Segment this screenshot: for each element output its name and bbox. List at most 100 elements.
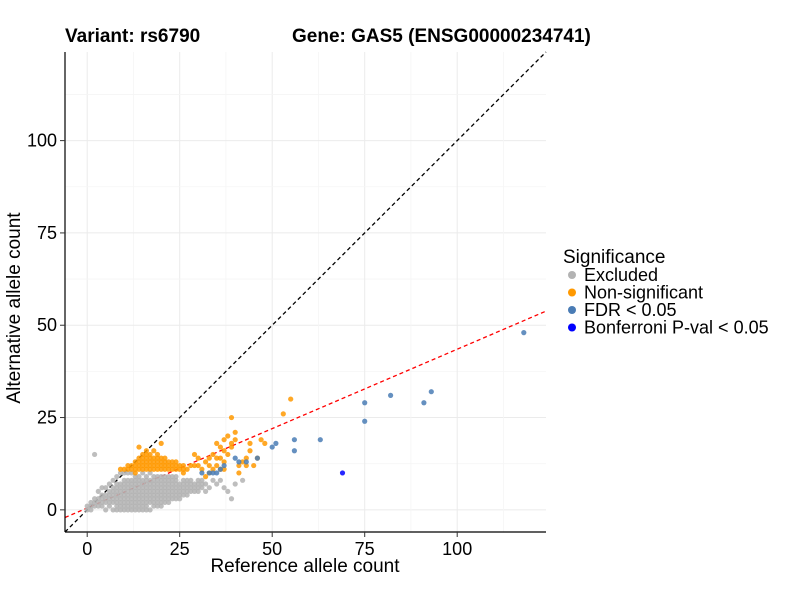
point-excluded bbox=[106, 481, 112, 487]
point-excluded bbox=[147, 485, 153, 491]
point-excluded bbox=[154, 503, 161, 509]
point-non-significant bbox=[143, 459, 149, 465]
point-excluded bbox=[143, 488, 149, 494]
point-fdr-0-05 bbox=[388, 392, 394, 398]
y-tick-label: 0 bbox=[47, 500, 57, 520]
point-excluded bbox=[140, 499, 146, 506]
point-excluded bbox=[151, 477, 157, 483]
x-axis-title: Reference allele count bbox=[210, 556, 400, 577]
point-excluded bbox=[158, 474, 164, 480]
point-excluded bbox=[143, 481, 149, 487]
point-excluded bbox=[195, 477, 201, 483]
point-excluded bbox=[147, 470, 153, 476]
point-non-significant bbox=[121, 466, 127, 472]
point-excluded bbox=[162, 499, 168, 506]
point-excluded bbox=[214, 481, 220, 487]
point-excluded bbox=[143, 492, 149, 498]
point-non-significant bbox=[221, 459, 227, 465]
point-excluded bbox=[121, 488, 127, 494]
point-non-significant bbox=[147, 459, 153, 465]
point-excluded bbox=[129, 488, 135, 494]
point-excluded bbox=[162, 485, 168, 491]
point-excluded bbox=[173, 485, 179, 491]
point-excluded bbox=[143, 503, 149, 509]
point-excluded bbox=[125, 477, 131, 483]
point-excluded bbox=[132, 477, 138, 483]
point-excluded bbox=[95, 503, 101, 509]
point-non-significant bbox=[117, 466, 124, 472]
point-non-significant bbox=[262, 440, 268, 446]
point-excluded bbox=[184, 488, 190, 494]
point-excluded bbox=[132, 503, 138, 509]
point-excluded bbox=[129, 481, 135, 487]
point-non-significant bbox=[195, 455, 201, 461]
point-excluded bbox=[177, 496, 183, 502]
point-excluded bbox=[132, 499, 138, 506]
reference-lines bbox=[64, 51, 547, 533]
point-excluded bbox=[203, 481, 209, 487]
point-fdr-0-05 bbox=[254, 455, 260, 461]
point-fdr-0-05 bbox=[269, 444, 275, 450]
point-excluded bbox=[199, 485, 205, 491]
point-non-significant bbox=[240, 459, 246, 465]
chart-title-gene: Gene: GAS5 (ENSG00000234741) bbox=[292, 26, 591, 47]
point-fdr-0-05 bbox=[521, 330, 527, 336]
point-excluded bbox=[103, 496, 109, 502]
point-non-significant bbox=[136, 466, 142, 472]
point-excluded bbox=[188, 485, 194, 491]
point-excluded bbox=[121, 481, 127, 487]
point-excluded bbox=[121, 470, 127, 476]
legend-key-excluded bbox=[568, 271, 576, 279]
point-non-significant bbox=[136, 459, 142, 465]
x-tick-label: 25 bbox=[170, 539, 190, 559]
point-non-significant bbox=[210, 451, 216, 458]
point-non-significant bbox=[166, 466, 172, 472]
point-non-significant bbox=[251, 462, 257, 469]
point-excluded bbox=[121, 485, 127, 491]
point-excluded bbox=[169, 496, 175, 502]
reference-line-identity bbox=[64, 51, 547, 533]
point-excluded bbox=[117, 470, 124, 476]
point-non-significant bbox=[243, 455, 249, 461]
point-non-significant bbox=[180, 462, 186, 469]
point-excluded bbox=[232, 481, 238, 487]
point-excluded bbox=[114, 503, 120, 509]
point-excluded bbox=[173, 496, 179, 502]
point-excluded bbox=[166, 474, 172, 480]
point-non-significant bbox=[132, 466, 138, 472]
point-non-significant bbox=[214, 440, 220, 446]
point-excluded bbox=[110, 492, 116, 498]
point-excluded bbox=[121, 499, 127, 506]
point-non-significant bbox=[147, 451, 153, 458]
grid bbox=[65, 52, 546, 532]
point-excluded bbox=[151, 492, 157, 498]
point-non-significant bbox=[147, 455, 153, 461]
point-excluded bbox=[210, 477, 216, 483]
y-tick-label: 50 bbox=[37, 315, 57, 335]
legend-label-fdr-0-05: FDR < 0.05 bbox=[584, 300, 677, 320]
point-excluded bbox=[173, 477, 179, 483]
point-excluded bbox=[110, 499, 116, 506]
point-non-significant bbox=[140, 466, 146, 472]
point-non-significant bbox=[228, 444, 235, 450]
point-non-significant bbox=[191, 462, 198, 469]
point-excluded bbox=[199, 477, 205, 483]
point-non-significant bbox=[280, 411, 286, 417]
point-excluded bbox=[180, 492, 186, 498]
point-fdr-0-05 bbox=[214, 470, 220, 476]
point-excluded bbox=[158, 492, 164, 498]
point-excluded bbox=[169, 485, 175, 491]
point-non-significant bbox=[180, 466, 186, 472]
point-fdr-0-05 bbox=[421, 400, 427, 406]
point-non-significant bbox=[221, 448, 227, 454]
point-excluded bbox=[84, 507, 90, 513]
point-excluded bbox=[158, 485, 164, 491]
legend-key-bonferroni-p-val-0-05 bbox=[568, 323, 576, 332]
point-non-significant bbox=[177, 466, 183, 472]
point-excluded bbox=[173, 492, 179, 498]
point-non-significant bbox=[221, 466, 227, 472]
point-excluded bbox=[114, 485, 120, 491]
point-excluded bbox=[114, 474, 120, 480]
point-excluded bbox=[140, 477, 146, 483]
point-excluded bbox=[129, 507, 135, 513]
